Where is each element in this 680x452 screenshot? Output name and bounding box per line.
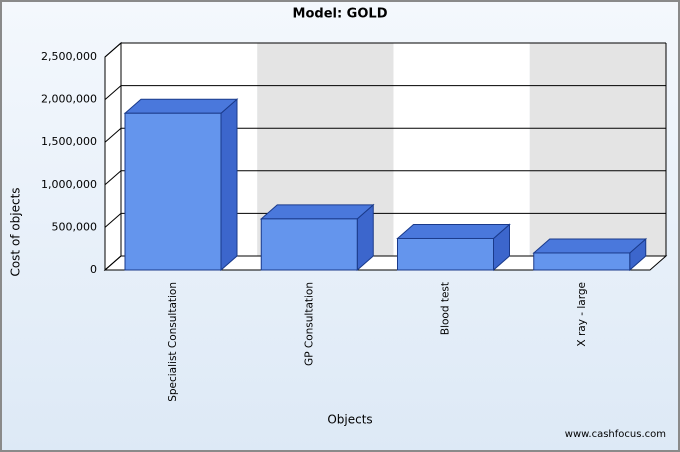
- x-tick-label: Specialist Consultation: [167, 282, 179, 402]
- y-tick-label: 2,000,000: [41, 93, 97, 106]
- source: www.cashfocus.com: [565, 429, 666, 440]
- bar: [397, 237, 494, 271]
- grid-line-side: [104, 255, 122, 271]
- side-wall: [104, 41, 122, 272]
- grid-line-side: [104, 170, 122, 186]
- wall-band: [529, 43, 666, 256]
- bar: [124, 112, 222, 271]
- y-tick-label: 500,000: [52, 220, 98, 233]
- bar: [533, 252, 631, 271]
- grid-line-side: [104, 85, 122, 100]
- bar-top: [396, 223, 511, 239]
- x-tick-label: Blood test: [440, 282, 452, 335]
- bar-top: [532, 238, 648, 254]
- y-axis-label: Cost of objects: [9, 187, 23, 276]
- bar: [260, 218, 358, 271]
- y-tick-label: 1,000,000: [41, 178, 97, 191]
- grid-line-side: [104, 42, 122, 58]
- chart-title: Model: GOLD: [293, 7, 388, 22]
- wall-band: [393, 43, 530, 256]
- x-tick-label: GP Consultation: [303, 282, 315, 366]
- bar-top: [259, 204, 375, 220]
- y-tick-label: 0: [90, 263, 97, 276]
- x-axis-label: Objects: [327, 413, 372, 427]
- bar-top: [123, 98, 239, 114]
- x-tick-label: X ray - large: [576, 282, 588, 347]
- y-tick-label: 2,500,000: [41, 50, 97, 63]
- y-tick-label: 1,500,000: [41, 135, 97, 148]
- plot-area: 0 500,000 1,000,000 1,500,000 2,000,000 2,500…: [41, 41, 668, 402]
- grid-line-side: [104, 127, 122, 143]
- grid-line-side: [104, 213, 122, 228]
- bar-side: [220, 98, 238, 272]
